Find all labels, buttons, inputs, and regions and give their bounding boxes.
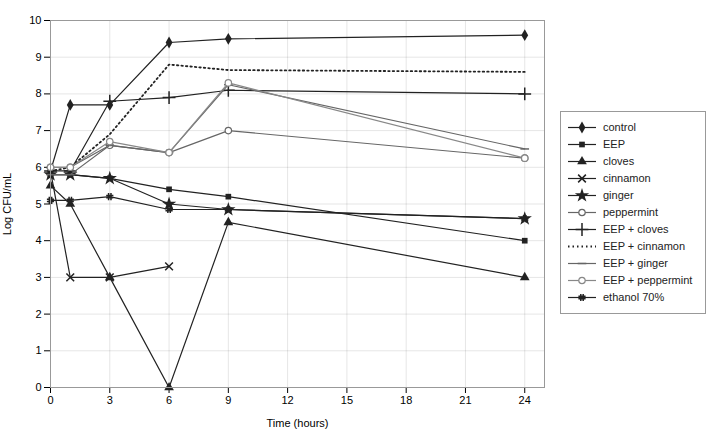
svg-text:8: 8	[35, 87, 41, 99]
svg-text:15: 15	[341, 394, 353, 406]
svg-text:0: 0	[47, 394, 53, 406]
svg-text:3: 3	[35, 271, 41, 283]
svg-text:EEP + peppermint: EEP + peppermint	[603, 274, 692, 286]
svg-text:10: 10	[29, 14, 41, 26]
svg-text:21: 21	[459, 394, 471, 406]
svg-text:peppermint: peppermint	[603, 206, 658, 218]
svg-text:9: 9	[225, 394, 231, 406]
svg-text:cloves: cloves	[603, 155, 635, 167]
svg-text:Time (hours): Time (hours)	[267, 417, 329, 429]
svg-text:EEP + cloves: EEP + cloves	[603, 223, 669, 235]
svg-text:4: 4	[35, 234, 41, 246]
svg-text:Log CFU/mL: Log CFU/mL	[1, 173, 13, 235]
svg-text:EEP: EEP	[603, 138, 625, 150]
svg-text:ginger: ginger	[603, 189, 634, 201]
svg-text:7: 7	[35, 124, 41, 136]
svg-text:2: 2	[35, 308, 41, 320]
svg-text:24: 24	[519, 394, 531, 406]
svg-text:3: 3	[107, 394, 113, 406]
svg-text:EEP + ginger: EEP + ginger	[603, 257, 668, 269]
svg-text:cinnamon: cinnamon	[603, 172, 651, 184]
svg-text:6: 6	[35, 161, 41, 173]
svg-text:control: control	[603, 121, 636, 133]
svg-text:6: 6	[166, 394, 172, 406]
svg-text:EEP + cinnamon: EEP + cinnamon	[603, 240, 685, 252]
svg-text:5: 5	[35, 198, 41, 210]
svg-text:ethanol 70%: ethanol 70%	[603, 291, 664, 303]
svg-text:9: 9	[35, 51, 41, 63]
svg-text:0: 0	[35, 381, 41, 393]
svg-text:12: 12	[281, 394, 293, 406]
svg-text:18: 18	[400, 394, 412, 406]
svg-text:1: 1	[35, 344, 41, 356]
